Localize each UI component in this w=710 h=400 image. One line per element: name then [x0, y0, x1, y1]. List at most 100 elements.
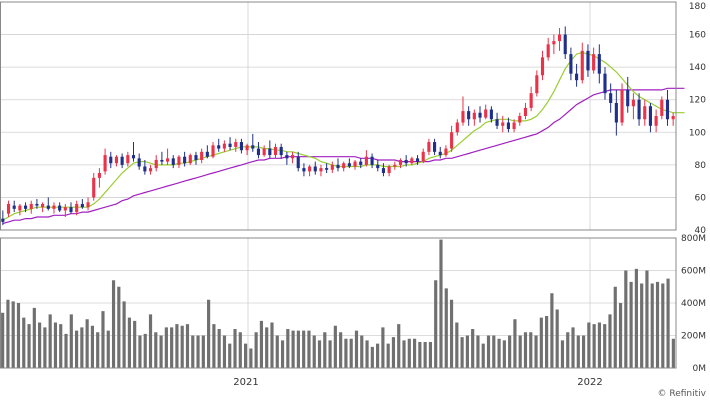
volume-bar — [175, 324, 179, 368]
volume-bar — [571, 327, 575, 368]
candle — [52, 202, 56, 214]
volume-bar — [53, 322, 58, 368]
volume-bar — [592, 324, 596, 368]
candle — [353, 159, 357, 170]
volume-bar — [249, 348, 253, 368]
candle — [620, 83, 624, 126]
candle — [387, 164, 391, 177]
candle — [614, 89, 618, 136]
candle-body — [24, 205, 28, 209]
candle — [467, 106, 471, 126]
volume-bar — [207, 299, 211, 368]
x-axis-label-2022: 2022 — [577, 377, 602, 388]
volume-bar — [122, 301, 126, 368]
candle-body — [217, 145, 221, 149]
volume-bar — [634, 268, 638, 368]
price-panel-frame — [0, 1, 677, 231]
x-axis-label-2021: 2021 — [233, 377, 258, 388]
volume-bar — [624, 270, 628, 368]
candle — [205, 145, 209, 159]
volume-bar — [38, 322, 42, 368]
candle — [262, 145, 266, 157]
panel-frames — [0, 1, 677, 369]
volume-bar — [402, 340, 406, 368]
long-moving-average-line — [2, 87, 685, 225]
candle — [398, 158, 403, 169]
volume-bar — [27, 324, 31, 368]
volume-bar — [555, 309, 559, 368]
volume-bar — [333, 325, 337, 368]
volume-bar — [460, 337, 464, 368]
candle-body — [12, 205, 16, 209]
candle — [427, 138, 431, 156]
candle-body — [1, 218, 5, 222]
candle — [109, 151, 113, 169]
candle-body — [535, 75, 539, 94]
volume-bar — [111, 280, 116, 368]
candle — [347, 158, 351, 169]
candle — [69, 202, 73, 214]
volume-bar — [603, 324, 607, 368]
candle-body — [126, 155, 130, 164]
candle-body — [546, 44, 550, 58]
volume-bar — [444, 288, 448, 368]
volume-bar — [243, 343, 248, 368]
candle-body — [478, 112, 482, 118]
volume-bar — [354, 330, 359, 368]
candle — [200, 148, 204, 164]
candle — [46, 197, 50, 211]
candle-body — [160, 159, 164, 162]
candle — [166, 148, 170, 165]
candle-body — [308, 166, 312, 172]
volume-tick-label: 0M — [693, 364, 707, 374]
candle — [177, 155, 181, 169]
volume-bar — [339, 332, 343, 368]
candle — [245, 143, 249, 156]
volume-bar — [386, 343, 390, 368]
volume-bar — [412, 338, 417, 368]
volume-bar — [217, 329, 221, 368]
candle-body — [404, 159, 408, 164]
volume-bar — [59, 324, 63, 368]
candle — [512, 119, 516, 133]
volume-bar — [275, 335, 279, 368]
volume-tick-label: 200M — [681, 332, 706, 342]
candle-body — [450, 132, 454, 149]
candle-body — [29, 203, 33, 209]
volume-bar — [434, 280, 438, 368]
candle — [415, 155, 420, 165]
volume-bar — [265, 327, 269, 368]
candle — [643, 99, 647, 126]
volume-bar — [32, 307, 36, 368]
candle-body — [569, 54, 573, 74]
candle — [575, 63, 579, 87]
volume-panel-frame — [0, 237, 677, 369]
candle-body — [597, 54, 601, 74]
price-tick-label: 40 — [695, 226, 707, 236]
volume-bar — [518, 335, 522, 368]
candle-body — [438, 151, 442, 156]
volume-bar — [650, 283, 654, 368]
candle — [251, 133, 255, 152]
candle-body — [222, 143, 226, 149]
volume-bar — [613, 286, 617, 368]
candle-body — [41, 203, 45, 208]
volume-bar — [191, 335, 195, 368]
volume-bar — [286, 329, 290, 368]
volume-bar — [90, 325, 95, 368]
volume-bar — [618, 303, 623, 368]
volume-bar — [64, 333, 68, 368]
volume-bar — [476, 335, 480, 368]
candle-body — [387, 166, 391, 173]
candle-body — [557, 34, 562, 42]
candle — [410, 156, 414, 165]
candle — [364, 150, 368, 167]
candle-body — [603, 73, 607, 94]
volume-bar — [233, 329, 237, 368]
candle-body — [347, 163, 351, 167]
candle-body — [143, 166, 147, 172]
volume-bar — [497, 338, 501, 368]
candle — [546, 37, 550, 61]
volume-bar — [133, 320, 137, 368]
candle — [228, 137, 232, 151]
